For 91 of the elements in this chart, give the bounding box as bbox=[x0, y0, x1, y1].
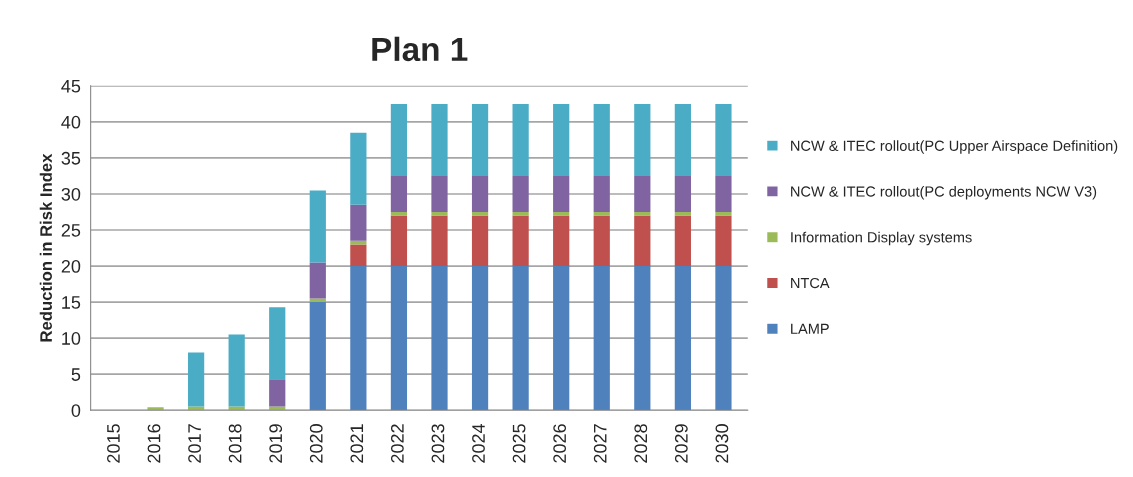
legend-label: LAMP bbox=[791, 323, 829, 334]
bar bbox=[674, 212, 691, 216]
x-tick-label: 2016 bbox=[147, 424, 161, 463]
bar bbox=[512, 175, 529, 212]
bar bbox=[471, 266, 489, 411]
bar bbox=[350, 244, 367, 267]
x-tick-label: 2018 bbox=[228, 424, 242, 463]
y-tick-label: 25 bbox=[61, 223, 81, 237]
y-tick-label: 0 bbox=[71, 404, 81, 417]
bar bbox=[390, 212, 408, 216]
legend-label: NTCA bbox=[791, 277, 830, 289]
x-tick-label: 2025 bbox=[512, 424, 526, 463]
bar bbox=[512, 215, 529, 267]
bar bbox=[431, 266, 448, 411]
bar bbox=[309, 302, 326, 411]
bar bbox=[431, 175, 448, 212]
bar bbox=[715, 103, 732, 176]
bar bbox=[431, 215, 448, 267]
bar bbox=[512, 212, 529, 216]
bar bbox=[309, 298, 326, 303]
bar bbox=[715, 215, 732, 267]
bar bbox=[471, 175, 489, 212]
bar bbox=[390, 103, 408, 176]
bar bbox=[674, 266, 691, 411]
x-tick-label: 2017 bbox=[188, 424, 201, 463]
bar bbox=[553, 175, 570, 212]
bar bbox=[471, 103, 489, 176]
bar bbox=[634, 175, 651, 212]
x-tick-label: 2028 bbox=[634, 424, 648, 463]
bar bbox=[390, 215, 408, 267]
bar bbox=[269, 307, 286, 380]
bar bbox=[634, 103, 651, 176]
bar bbox=[228, 334, 245, 407]
chart-title: Plan 1 bbox=[372, 36, 468, 62]
bar bbox=[431, 212, 448, 216]
bar bbox=[674, 215, 691, 267]
bar bbox=[553, 103, 570, 176]
bar bbox=[674, 103, 691, 176]
bar bbox=[715, 212, 732, 216]
y-tick-label: 30 bbox=[61, 187, 81, 201]
x-tick-label: 2023 bbox=[431, 424, 445, 463]
x-tick-label: 2020 bbox=[309, 424, 323, 463]
bar bbox=[634, 266, 651, 411]
bar bbox=[309, 190, 326, 263]
y-tick-label: 5 bbox=[71, 368, 81, 381]
bar bbox=[350, 266, 367, 411]
bar bbox=[593, 266, 610, 411]
bar bbox=[593, 215, 610, 267]
bar bbox=[512, 266, 529, 411]
bar bbox=[471, 212, 489, 216]
bar bbox=[431, 103, 448, 176]
x-tick-label: 2021 bbox=[350, 424, 364, 463]
y-tick-label: 10 bbox=[62, 332, 81, 345]
x-tick-label: 2029 bbox=[674, 424, 688, 463]
bar bbox=[350, 132, 367, 205]
bar bbox=[269, 379, 286, 407]
bar bbox=[553, 215, 570, 267]
bar bbox=[390, 175, 408, 212]
x-tick-label: 2026 bbox=[553, 424, 567, 463]
legend-label: NCW & ITEC rollout(PC deployments NCW V3) bbox=[791, 185, 1097, 200]
bar bbox=[715, 175, 732, 212]
bar bbox=[309, 262, 326, 299]
bar bbox=[390, 266, 408, 411]
x-tick-label: 2022 bbox=[390, 424, 404, 463]
y-tick-label: 35 bbox=[61, 151, 81, 165]
x-tick-label: 2027 bbox=[593, 424, 607, 463]
bar bbox=[634, 215, 651, 267]
x-tick-label: 2024 bbox=[472, 423, 485, 463]
bar bbox=[593, 212, 610, 216]
bar bbox=[674, 175, 691, 212]
legend-label: NCW & ITEC rollout(PC Upper Airspace Definition) bbox=[791, 140, 1118, 154]
bar bbox=[187, 352, 205, 407]
bar bbox=[715, 266, 732, 411]
y-tick-label: 45 bbox=[61, 79, 81, 93]
bar bbox=[471, 215, 489, 267]
legend-label: Information Display systems bbox=[791, 231, 972, 246]
y-tick-label: 15 bbox=[62, 296, 81, 309]
bar bbox=[553, 266, 570, 411]
bar bbox=[593, 175, 610, 212]
bar bbox=[634, 212, 651, 216]
bar bbox=[147, 407, 164, 411]
x-tick-label: 2030 bbox=[715, 424, 729, 463]
x-tick-label: 2019 bbox=[269, 424, 283, 463]
bar bbox=[512, 103, 529, 176]
y-tick-label: 20 bbox=[61, 259, 81, 273]
y-axis-title: Reduction in Risk Index bbox=[39, 153, 52, 342]
bar bbox=[593, 103, 610, 176]
x-tick-label: 2015 bbox=[107, 424, 120, 463]
bar bbox=[553, 212, 570, 216]
y-tick-label: 40 bbox=[61, 115, 81, 129]
bar bbox=[350, 204, 367, 241]
